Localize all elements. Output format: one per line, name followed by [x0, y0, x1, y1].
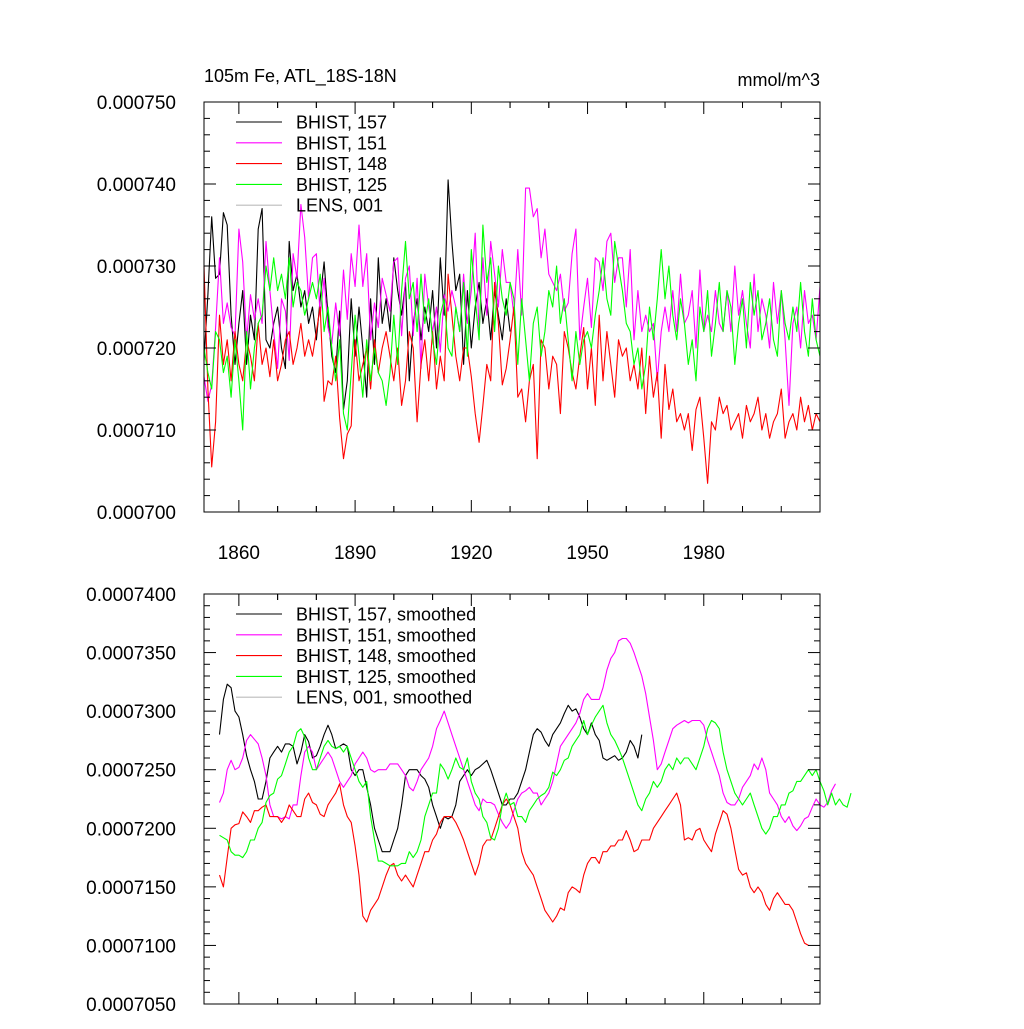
bottom-ytick-label: 0.0007250: [86, 761, 176, 782]
bottom-legend-label-bhist-125-smoothed: BHIST, 125, smoothed: [296, 667, 476, 687]
bottom-ytick-label: 0.0007100: [86, 936, 176, 957]
bottom-panel: 0.0007050 0.0007100 0.0007150 0.0007200 0.00…: [86, 585, 852, 1016]
bottom-series-bhist-125-smoothed: [219, 704, 852, 867]
bottom-legend-label-bhist-148-smoothed: BHIST, 148, smoothed: [296, 646, 476, 666]
bottom-plot-frame: [203, 593, 821, 1005]
bottom-ytick-label: 0.0007150: [86, 878, 176, 899]
top-ytick-label: 0.000730: [97, 257, 176, 278]
bottom-ytick-label: 0.0007200: [86, 819, 176, 840]
bottom-ytick-label: 0.0007050: [86, 995, 176, 1016]
top-plot-frame: [203, 101, 821, 513]
bottom-series-bhist-157-smoothed: [218, 683, 643, 853]
chart-title-left: 105m Fe, ATL_18S-18N: [204, 66, 397, 87]
top-ytick-label: 0.000710: [97, 421, 176, 442]
bottom-ytick-label: 0.0007400: [86, 585, 176, 606]
top-xtick-label: 1950: [566, 543, 608, 564]
top-legend-label-bhist-151: BHIST, 151: [296, 133, 387, 153]
top-legend-label-bhist-148: BHIST, 148: [296, 154, 387, 174]
bottom-series-bhist-151-smoothed: [218, 637, 836, 832]
bottom-ytick-label: 0.0007300: [86, 702, 176, 723]
top-ytick-label: 0.000750: [97, 93, 176, 114]
top-xtick-label: 1980: [683, 543, 725, 564]
bottom-legend-label-bhist-151-smoothed: BHIST, 151, smoothed: [296, 625, 476, 645]
bottom-legend-label-lens-001-smoothed: LENS, 001, smoothed: [296, 688, 472, 708]
top-series-bhist-125: [203, 224, 821, 431]
top-series-bhist-151: [203, 187, 821, 406]
chart-units-label: mmol/m^3: [738, 70, 820, 90]
top-ytick-label: 0.000740: [97, 175, 176, 196]
top-legend-label-lens-001: LENS, 001: [296, 196, 383, 216]
top-series-bhist-148: [203, 265, 821, 484]
top-panel: 0.000700 0.000710 0.000720 0.000730 0.000740…: [97, 93, 821, 564]
bottom-legend-label-bhist-157-smoothed: BHIST, 157, smoothed: [296, 605, 476, 625]
top-legend-label-bhist-125: BHIST, 125: [296, 175, 387, 195]
top-ytick-label: 0.000700: [97, 503, 176, 524]
top-xtick-label: 1890: [334, 543, 376, 564]
top-xtick-label: 1920: [450, 543, 492, 564]
bottom-series-bhist-148-smoothed: [218, 783, 809, 946]
top-ytick-label: 0.000720: [97, 339, 176, 360]
top-legend-label-bhist-157: BHIST, 157: [296, 113, 387, 133]
bottom-ytick-label: 0.0007350: [86, 644, 176, 665]
top-xtick-label: 1860: [218, 543, 260, 564]
